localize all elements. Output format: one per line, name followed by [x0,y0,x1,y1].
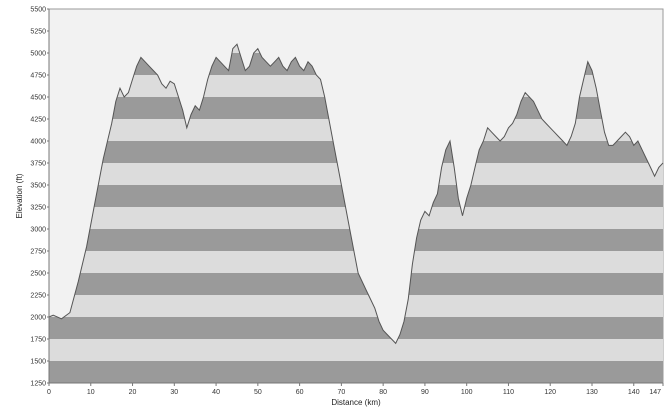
y-tick-label: 3000 [30,227,46,234]
elevation-band [49,273,663,295]
y-tick-labels: 1250 1500 1750 2000 2250 2500 2750 3000 3250 3500… [30,7,49,388]
y-tick-label: 4750 [30,73,46,80]
x-tick-label: 60 [296,389,304,396]
elevation-band [49,361,663,383]
y-tick-label: 2250 [30,293,46,300]
y-tick-label: 5500 [30,7,46,14]
x-tick-label: 20 [129,389,137,396]
x-tick-label: 40 [212,389,220,396]
y-tick-label: 2750 [30,249,46,256]
x-tick-labels: 0 10 20 30 40 50 60 70 80 90 100 110 120 130 140 147 [47,383,664,396]
x-tick-label: 100 [461,389,473,396]
x-tick-label: 70 [337,389,345,396]
elevation-band [49,317,663,339]
y-tick-label: 1500 [30,359,46,366]
y-tick-label: 3250 [30,205,46,212]
y-tick-label: 2000 [30,315,46,322]
y-tick-label: 1250 [30,381,46,388]
y-tick-label: 3500 [30,183,46,190]
y-tick-label: 5250 [30,29,46,36]
x-tick-label: 50 [254,389,262,396]
y-tick-label: 2500 [30,271,46,278]
x-tick-label: 80 [379,389,387,396]
y-tick-label: 4500 [30,95,46,102]
y-tick-label: 3750 [30,161,46,168]
x-tick-label: 30 [170,389,178,396]
x-tick-label: 10 [87,389,95,396]
x-tick-label: 0 [47,389,51,396]
x-axis-label: Distance (km) [331,398,381,407]
y-tick-label: 4000 [30,139,46,146]
y-axis-label: Elevation (ft) [15,173,24,218]
x-tick-label: 110 [503,389,514,396]
y-tick-label: 4250 [30,117,46,124]
elevation-profile-line [48,43,664,345]
y-tick-label: 5000 [30,51,46,58]
y-tick-label: 1750 [30,337,46,344]
elevation-band [49,295,663,317]
x-tick-label: 130 [586,389,598,396]
x-tick-label: 147 [649,389,661,396]
x-tick-label: 90 [421,389,429,396]
x-tick-label: 140 [628,389,640,396]
elevation-band [49,339,663,361]
x-tick-label: 120 [544,389,556,396]
